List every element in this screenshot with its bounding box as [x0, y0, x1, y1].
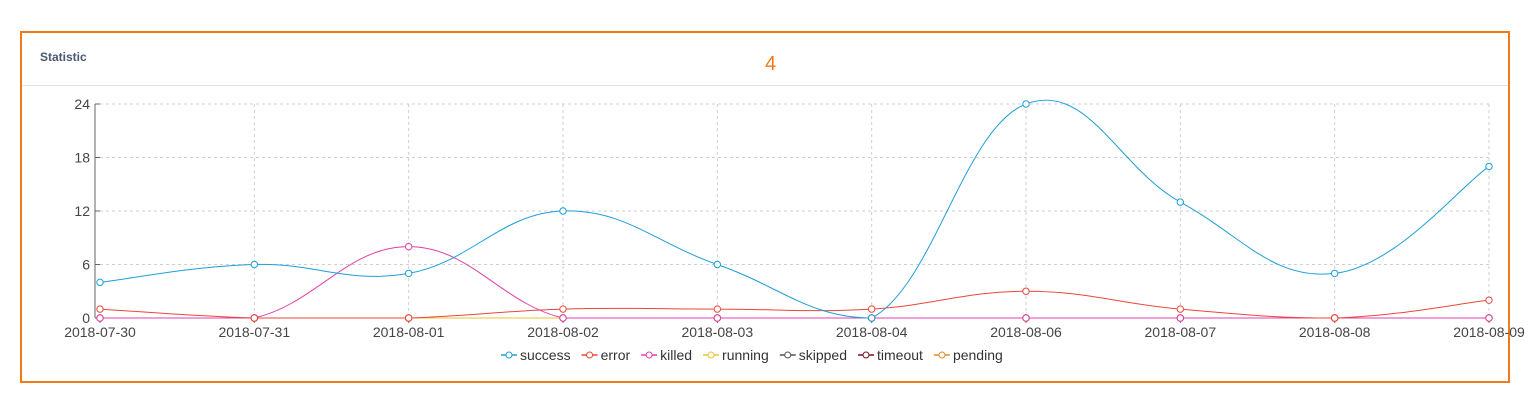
- legend-marker-error: [586, 351, 594, 359]
- data-point-error[interactable]: [1330, 314, 1339, 322]
- data-point-error[interactable]: [96, 305, 104, 313]
- data-point-error[interactable]: [559, 305, 567, 313]
- series-line-killed: [100, 246, 1489, 319]
- count-badge: 4: [765, 53, 777, 75]
- data-point-error[interactable]: [1022, 287, 1030, 295]
- legend-label-pending[interactable]: pending: [953, 347, 1003, 363]
- panel-title: Statistic: [40, 50, 87, 64]
- data-point-success[interactable]: [1022, 100, 1030, 108]
- x-tick-label: 2018-08-01: [373, 324, 445, 340]
- x-tick-label: 2018-08-08: [1299, 324, 1371, 340]
- x-tick-label: 2018-07-30: [64, 324, 136, 340]
- x-tick-label: 2018-08-07: [1145, 324, 1217, 340]
- data-point-error[interactable]: [867, 305, 876, 313]
- y-tick-label: 18: [74, 150, 90, 166]
- data-point-success[interactable]: [1485, 162, 1493, 171]
- legend-marker-pending: [938, 351, 946, 359]
- legend-label-success[interactable]: success: [520, 347, 571, 363]
- series-line-error: [99, 290, 1490, 319]
- legend-marker-skipped: [784, 351, 792, 359]
- x-tick-label: 2018-08-02: [527, 324, 599, 340]
- legend-marker-timeout: [862, 351, 870, 359]
- panel-header: Statistic: [22, 33, 1508, 86]
- y-tick-label: 24: [74, 96, 90, 112]
- legend-label-skipped[interactable]: skipped: [799, 347, 847, 363]
- x-tick-label: 2018-08-09: [1453, 324, 1525, 340]
- data-point-killed[interactable]: [1485, 314, 1493, 322]
- data-point-success[interactable]: [559, 207, 567, 215]
- data-point-killed[interactable]: [559, 314, 567, 322]
- data-point-killed[interactable]: [96, 314, 104, 322]
- legend-marker-running: [707, 351, 715, 359]
- legend-label-timeout[interactable]: timeout: [877, 347, 923, 363]
- data-point-error[interactable]: [250, 314, 259, 322]
- data-point-killed[interactable]: [1022, 314, 1030, 322]
- data-point-success[interactable]: [250, 260, 259, 269]
- y-tick-label: 6: [82, 257, 90, 273]
- legend-label-error[interactable]: error: [601, 347, 631, 363]
- data-point-killed[interactable]: [404, 242, 413, 251]
- legend-marker-killed: [645, 351, 653, 359]
- x-tick-label: 2018-08-04: [836, 324, 908, 340]
- data-point-success[interactable]: [404, 269, 413, 278]
- x-tick-label: 2018-08-03: [682, 324, 754, 340]
- x-tick-label: 2018-08-06: [990, 324, 1062, 340]
- data-point-killed[interactable]: [713, 314, 722, 322]
- data-point-error[interactable]: [404, 314, 413, 322]
- legend-label-killed[interactable]: killed: [660, 347, 692, 363]
- data-point-success[interactable]: [1330, 269, 1339, 278]
- legend-label-running[interactable]: running: [722, 347, 769, 363]
- data-point-killed[interactable]: [1176, 314, 1185, 322]
- data-point-error[interactable]: [713, 305, 722, 313]
- data-point-success[interactable]: [867, 314, 876, 322]
- data-point-error[interactable]: [1176, 305, 1185, 313]
- y-tick-label: 0: [82, 310, 90, 326]
- statistic-panel: Statistic 4: [20, 31, 1510, 383]
- data-point-success[interactable]: [1176, 198, 1185, 206]
- x-tick-label: 2018-07-31: [219, 324, 291, 340]
- y-tick-label: 12: [74, 203, 90, 219]
- data-point-error[interactable]: [1485, 296, 1493, 304]
- data-point-success[interactable]: [96, 278, 104, 287]
- series-line-success: [99, 99, 1490, 319]
- data-point-success[interactable]: [713, 260, 722, 269]
- legend-marker-success: [505, 351, 513, 359]
